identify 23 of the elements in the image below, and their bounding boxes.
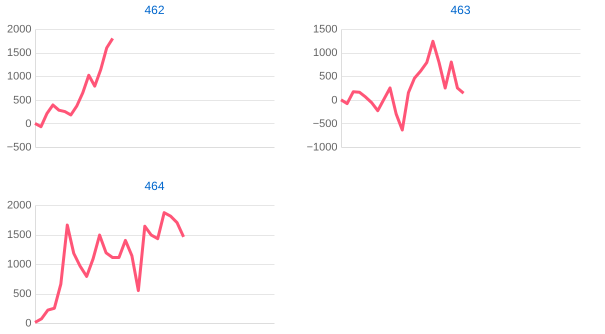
y-tick-label: 2000 [7,200,32,212]
y-tick-label: 1000 [7,70,32,83]
y-tick-label: 500 [319,70,338,83]
chart-title: 464 [144,179,165,193]
y-tick-label: −500 [6,142,32,154]
line-series [340,40,466,132]
y-tick-label: −500 [312,118,338,130]
y-tick-label: 0 [331,94,338,106]
y-tick-label: 1000 [7,258,32,270]
y-tick-label: 500 [13,288,32,300]
y-tick-label: 2000 [7,24,32,36]
y-tick-label: 0 [25,318,32,330]
chart-title: 462 [144,3,165,17]
chart-title: 463 [450,3,471,17]
y-tick-label: 1500 [7,229,32,241]
y-tick-label: 1500 [313,24,338,36]
y-tick-label: 500 [13,94,32,106]
y-tick-label: 1500 [7,47,32,60]
line-series [34,211,186,324]
y-tick-label: 1000 [313,47,338,60]
y-tick-label: −1000 [306,142,338,154]
y-tick-label: 0 [25,118,32,130]
line-series [34,36,114,128]
